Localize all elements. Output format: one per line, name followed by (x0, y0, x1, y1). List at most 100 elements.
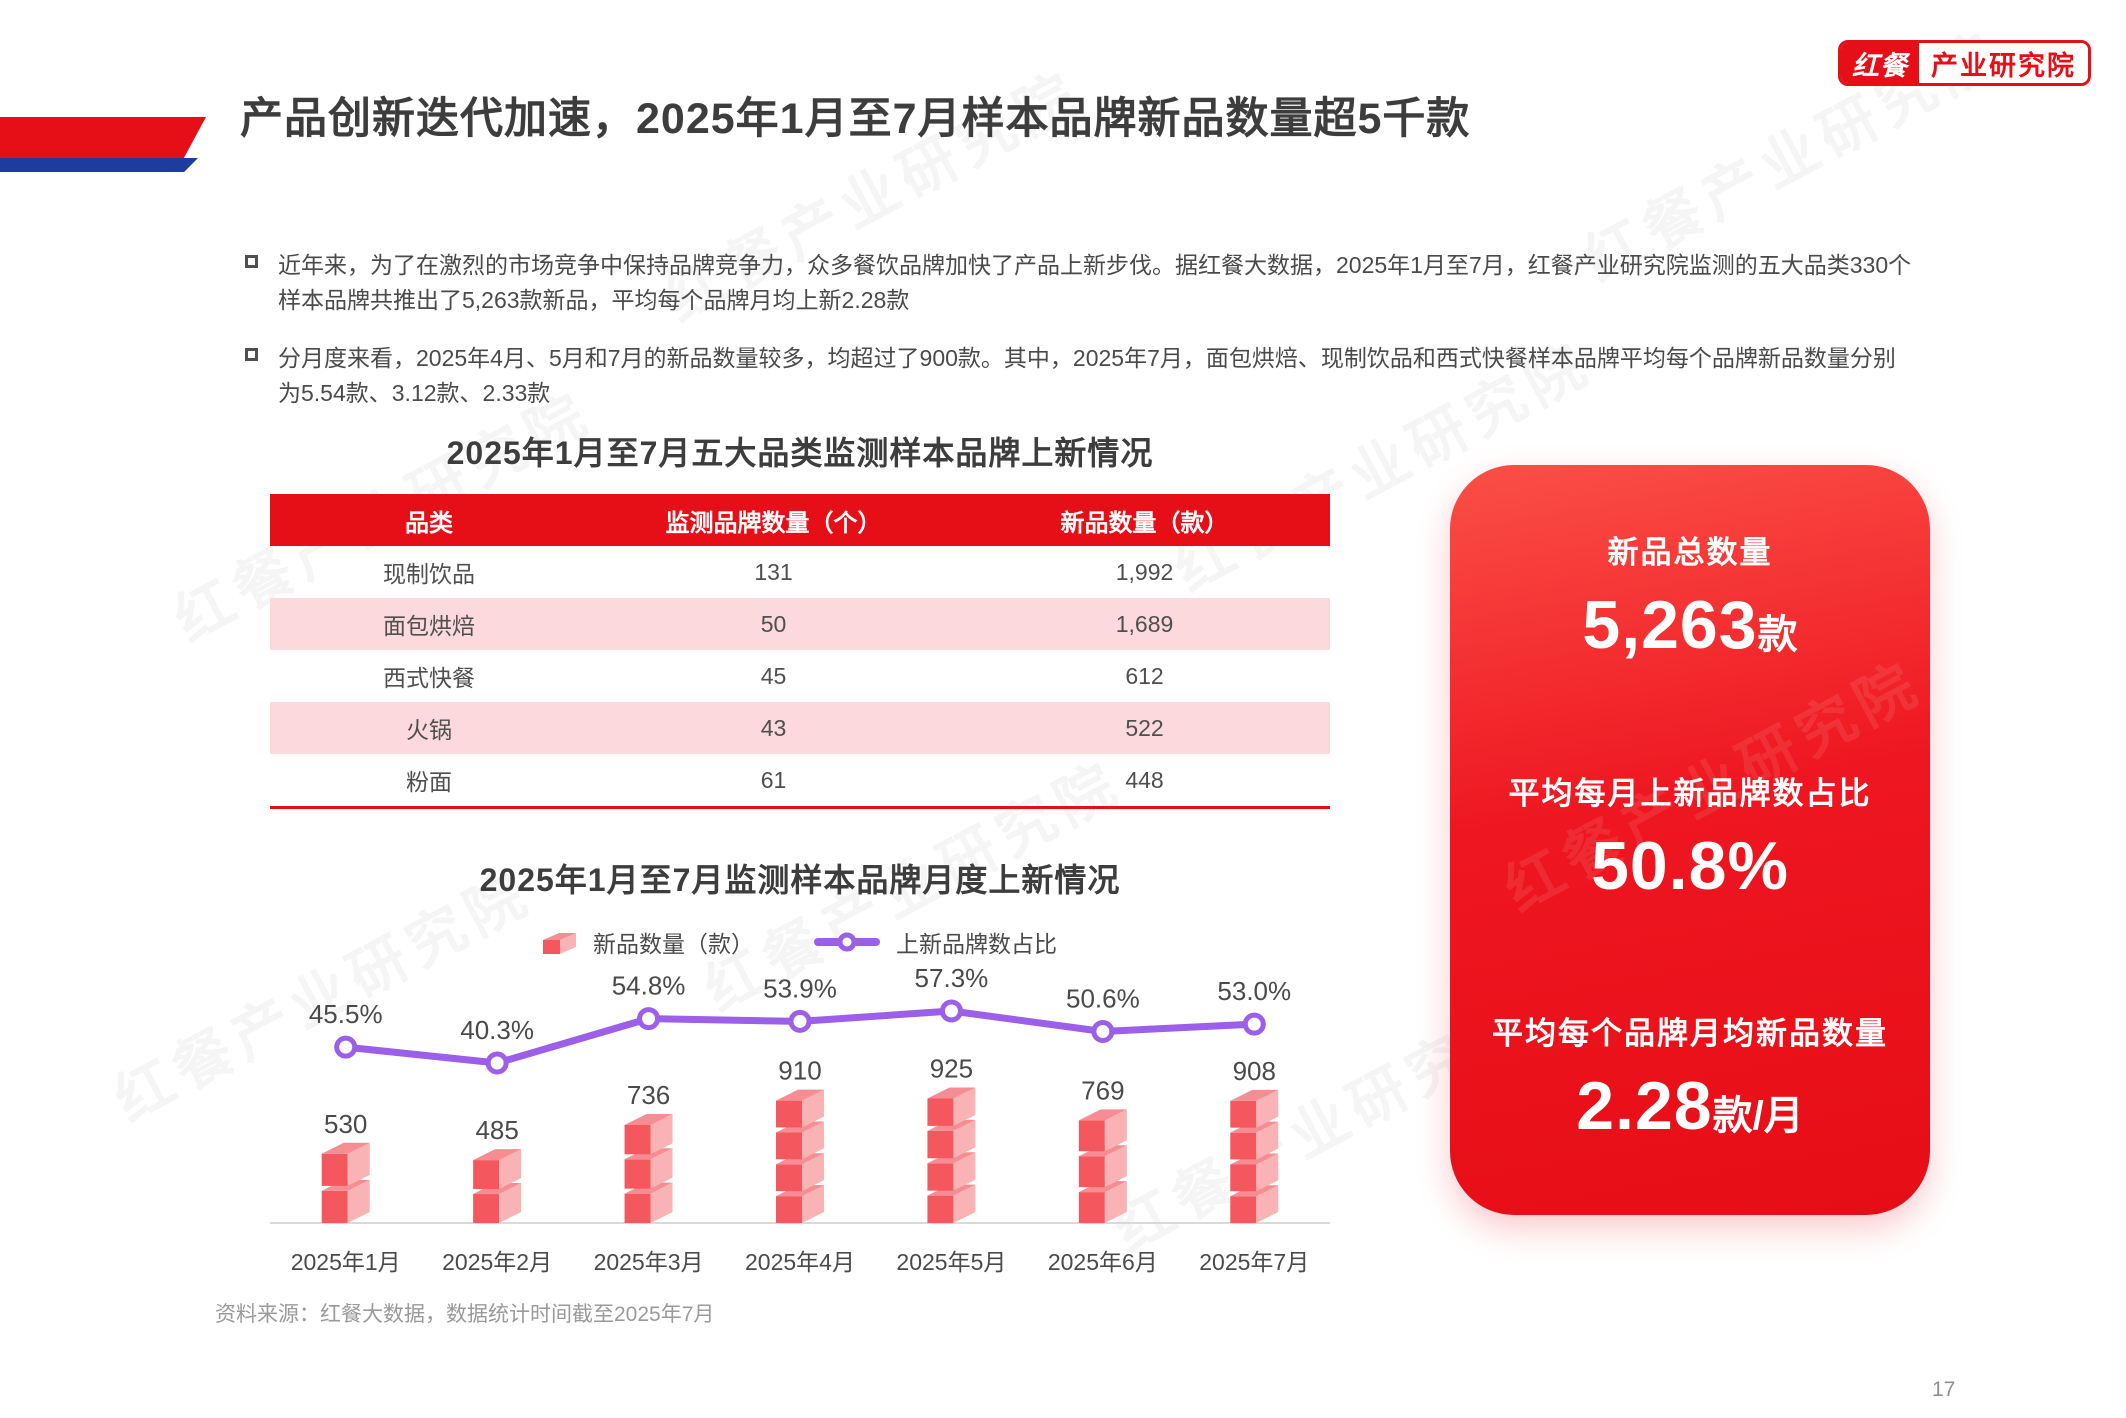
bar-value-label: 485 (475, 1115, 518, 1145)
summary-bullets: 近年来，为了在激烈的市场竞争中保持品牌竞争力，众多餐饮品牌加快了产品上新步伐。据… (245, 248, 1915, 434)
ratio-value-label: 53.0% (1217, 976, 1291, 1006)
bar-cube (927, 1195, 954, 1223)
square-bullet-icon (245, 255, 258, 268)
x-axis-label: 2025年6月 (1047, 1249, 1158, 1275)
bar-cube (1230, 1100, 1257, 1128)
table-cell: 522 (1125, 714, 1164, 741)
table-cell: 1,992 (1115, 558, 1174, 585)
bar-legend-cube-icon (543, 933, 576, 954)
stat-avg-per-brand: 平均每个品牌月均新品数量 2.28款/月 (1474, 1008, 1906, 1145)
table-row: 面包烘焙 50 1,689 (270, 598, 1330, 650)
bar-cube (927, 1098, 954, 1126)
stat-value: 5,263款 (1474, 586, 1906, 664)
line-marker (1242, 1012, 1266, 1036)
bar-cube (927, 1130, 954, 1159)
table-cell: 50 (760, 610, 787, 637)
x-axis-label: 2025年3月 (593, 1249, 704, 1275)
line-marker (637, 1007, 661, 1031)
ratio-value-label: 54.8% (612, 971, 686, 1001)
bullet-item: 近年来，为了在激烈的市场竞争中保持品牌竞争力，众多餐饮品牌加快了产品上新步伐。据… (245, 248, 1915, 317)
stat-value: 2.28款/月 (1474, 1067, 1906, 1145)
stat-value-number: 50.8% (1591, 827, 1789, 904)
bar-cube (927, 1163, 954, 1191)
table-cell: 43 (760, 714, 787, 741)
bar-cube (624, 1159, 651, 1189)
stat-value-number: 2.28 (1576, 1068, 1713, 1144)
x-axis-label: 2025年2月 (442, 1249, 553, 1275)
ratio-value-label: 53.9% (763, 973, 837, 1003)
bar-cube (1230, 1196, 1257, 1223)
category-table: 品类 监测品牌数量（个） 新品数量（款） 现制饮品 131 1,992 面包烘焙 50 1,6… (270, 494, 1330, 809)
table-cell: 131 (754, 558, 793, 585)
table-cell: 612 (1125, 662, 1164, 689)
bar-cube (1078, 1192, 1105, 1223)
table-header-cell: 品类 (270, 494, 588, 546)
bar-cube (1078, 1156, 1105, 1188)
page-title: 产品创新迭代加速，2025年1月至7月样本品牌新品数量超5千款 (240, 95, 1471, 143)
table-header-cell: 新品数量（款） (959, 494, 1330, 546)
line-legend-icon (814, 932, 880, 952)
ratio-value-label: 50.6% (1066, 984, 1140, 1014)
stat-label: 平均每月上新品牌数占比 (1508, 775, 1872, 811)
table-row: 粉面 61 448 (270, 754, 1330, 808)
table-cell: 粉面 (406, 769, 452, 795)
table-cell: 45 (760, 662, 787, 689)
table-header-cell: 监测品牌数量（个） (588, 494, 959, 546)
brand-logo-mark: 红餐 (1841, 43, 1919, 83)
stat-value-number: 5,263 (1582, 587, 1758, 663)
table-cell: 火锅 (406, 717, 452, 743)
x-axis-labels: 2025年1月 2025年2月 2025年3月 2025年4月 2025年5月 2025年… (270, 1243, 1330, 1277)
bar-cube (776, 1164, 802, 1192)
title-decoration-blue (0, 158, 198, 172)
table-header-row: 品类 监测品牌数量（个） 新品数量（款） (270, 494, 1330, 546)
line-legend-label: 上新品牌数占比 (896, 931, 1057, 957)
table-row: 现制饮品 131 1,992 (270, 546, 1330, 598)
bar-cube (624, 1193, 651, 1223)
bar-cube (473, 1194, 500, 1223)
bar-cube (1230, 1164, 1257, 1192)
bar-legend-label: 新品数量（款） (593, 931, 754, 957)
bar-value-label: 736 (627, 1080, 670, 1110)
x-axis-label: 2025年4月 (744, 1249, 855, 1275)
bar-cube (624, 1124, 651, 1155)
bar-value-label: 910 (778, 1056, 821, 1086)
page-number: 17 (1932, 1378, 1956, 1401)
stat-label: 新品总数量 (1607, 535, 1773, 570)
ratio-value-label: 45.5% (309, 999, 383, 1029)
chart-legend: 新品数量（款） 上新品牌数占比 (270, 925, 1330, 959)
bar-cube (776, 1100, 802, 1128)
stat-monthly-brand-ratio: 平均每月上新品牌数占比 50.8% (1474, 768, 1906, 905)
bar-value-label: 908 (1233, 1056, 1276, 1086)
square-bullet-icon (245, 348, 258, 361)
bar-cube (473, 1160, 500, 1190)
data-source-note: 资料来源：红餐大数据，数据统计时间截至2025年7月 (215, 1303, 715, 1326)
bar-cube (1230, 1132, 1257, 1160)
line-marker (485, 1051, 509, 1075)
bar-cube (1078, 1120, 1105, 1152)
table-cell: 西式快餐 (383, 665, 475, 691)
table-cell: 61 (760, 766, 787, 793)
table-title: 2025年1月至7月五大品类监测样本品牌上新情况 (446, 435, 1154, 471)
stat-value: 50.8% (1474, 827, 1906, 905)
title-decoration-red (0, 117, 206, 159)
bullet-text: 分月度来看，2025年4月、5月和7月的新品数量较多，均超过了900款。其中，2… (278, 345, 1896, 406)
brand-logo: 红餐 产业研究院 (1838, 40, 2091, 86)
chart-title: 2025年1月至7月监测样本品牌月度上新情况 (479, 862, 1121, 898)
table-row: 火锅 43 522 (270, 702, 1330, 754)
monthly-launch-chart: 530 485 736 910 925 769 908 45.5% 40.3% 54.8% 53.9… (270, 963, 1330, 1224)
line-marker (788, 1009, 812, 1033)
stat-label: 平均每个品牌月均新品数量 (1492, 1016, 1888, 1051)
x-axis-label: 2025年7月 (1199, 1249, 1310, 1275)
stat-total-new-products: 新品总数量 5,263款 (1474, 527, 1906, 664)
line-marker (939, 999, 963, 1023)
stat-value-unit: 款/月 (1712, 1094, 1804, 1138)
bar-value-label: 925 (930, 1054, 973, 1084)
x-axis-label: 2025年1月 (290, 1249, 401, 1275)
bar-value-label: 769 (1081, 1075, 1124, 1105)
line-marker (334, 1035, 358, 1059)
bar-cube (321, 1190, 348, 1223)
bar-cube (776, 1196, 802, 1223)
stat-card: 新品总数量 5,263款 平均每月上新品牌数占比 50.8% 平均每个品牌月均新… (1450, 465, 1930, 1215)
ratio-value-label: 40.3% (460, 1015, 534, 1045)
